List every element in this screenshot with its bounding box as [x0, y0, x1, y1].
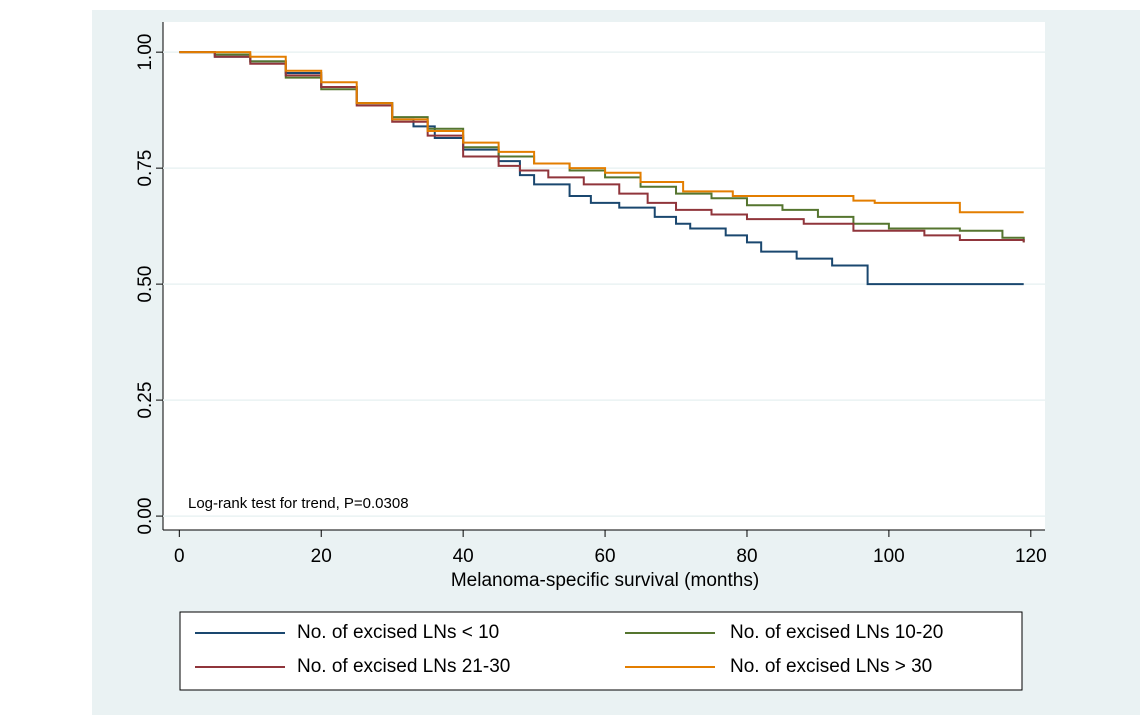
y-tick-label: 0.00: [135, 498, 156, 535]
survival-line: [179, 51, 1024, 214]
x-axis-label: Melanoma-specific survival (months): [451, 570, 759, 591]
x-tick-label: 40: [453, 546, 474, 567]
y-tick-label: 0.75: [135, 150, 156, 187]
x-tick-label: 100: [873, 546, 905, 567]
x-tick-label: 60: [594, 546, 615, 567]
y-tick-label: 1.00: [135, 34, 156, 71]
plot-area: [163, 22, 1045, 530]
x-tick-label: 120: [1015, 546, 1047, 567]
x-tick-label: 80: [736, 546, 757, 567]
y-tick-label: 0.25: [135, 382, 156, 419]
legend-label: No. of excised LNs < 10: [297, 622, 499, 643]
y-tick-label: 0.50: [135, 266, 156, 303]
legend: [179, 611, 1023, 691]
annotation: Log-rank test for trend, P=0.0308: [188, 495, 409, 512]
x-tick-label: 0: [174, 546, 185, 567]
x-tick-label: 20: [311, 546, 332, 567]
legend-label: No. of excised LNs > 30: [730, 656, 932, 677]
legend-label: No. of excised LNs 21-30: [297, 656, 510, 677]
legend-label: No. of excised LNs 10-20: [730, 622, 943, 643]
